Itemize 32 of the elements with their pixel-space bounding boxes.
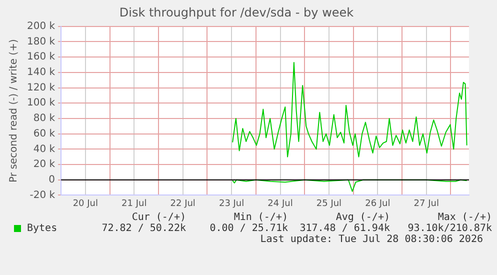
x-tick-label: 24 Jul (268, 198, 293, 209)
y-tick-label: 140 k (26, 67, 56, 78)
y-tick-label: 100 k (26, 98, 56, 109)
x-tick-label: 23 Jul (218, 198, 244, 209)
text: Max (-/+) (436, 212, 492, 223)
x-tick-label: 26 Jul (365, 198, 390, 209)
y-tick-label: 180 k (26, 36, 56, 48)
text: Min (-/+) (232, 212, 288, 223)
y-tick-label: 20 k (33, 159, 56, 170)
x-tick-label: 27 Jul (414, 198, 439, 209)
chart-title: Disk throughput for /dev/sda - by week (119, 5, 354, 20)
y-tick-label: 60 k (33, 128, 56, 140)
x-tick-label: 22 Jul (170, 198, 196, 209)
text: Avg (-/+) (334, 212, 390, 223)
legend-label: Bytes (27, 223, 58, 234)
y-tick-label: 40 k (33, 144, 56, 155)
x-tick-label: 20 Jul (72, 198, 98, 209)
y-tick-label: 120 k (26, 82, 56, 94)
x-tick-label: 21 Jul (122, 198, 147, 209)
text: 317.48 / 61.94k (298, 223, 390, 234)
y-tick-label: 200 k (26, 20, 56, 32)
text: Last update: Tue Jul 28 08:30:06 2026 (259, 234, 484, 245)
y-tick-label: 80 k (33, 113, 56, 124)
y-tick-label: 160 k (26, 52, 56, 63)
text: 0.00 / 25.71k (208, 223, 288, 234)
text: Cur (-/+) (130, 212, 186, 223)
text: 72.82 / 50.22k (100, 223, 186, 234)
y-tick-label: 0 (48, 174, 56, 186)
y-axis-title: Pr second read (-) / write (+) (8, 39, 20, 182)
y-tick-label: -20 k (30, 190, 56, 201)
x-tick-label: 25 Jul (316, 198, 342, 209)
text: 93.10k/210.87k (406, 223, 492, 234)
